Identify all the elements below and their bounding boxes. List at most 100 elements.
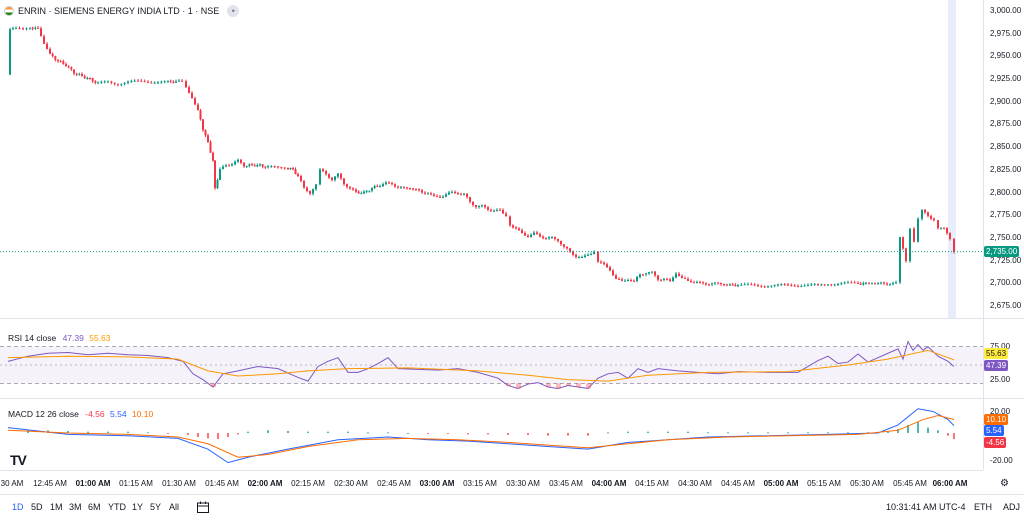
candle-body (59, 61, 62, 63)
candle-body (294, 169, 297, 175)
candle-body (663, 278, 665, 280)
circle-dot-icon[interactable]: • (227, 5, 240, 17)
candle-body (261, 164, 264, 167)
candle-body (763, 286, 766, 288)
time-label: 02:00 AM (247, 479, 283, 488)
range-button-1y[interactable]: 1Y (132, 502, 144, 512)
macd-histogram-bar (447, 433, 449, 434)
candle-body (292, 168, 294, 170)
candle-body (9, 29, 11, 75)
candle-body (216, 179, 219, 189)
candle-body (22, 28, 24, 30)
time-label: 01:30 AM (162, 479, 196, 488)
calendar-range-icon[interactable] (196, 500, 210, 519)
macd-histogram-bar (107, 431, 109, 433)
macd-histogram-bar (407, 433, 409, 434)
macd-histogram-bar (953, 433, 955, 440)
candle-body (899, 237, 901, 283)
candle-body (343, 178, 345, 185)
macd-histogram-bar (227, 433, 229, 438)
candle-body (551, 237, 553, 239)
price-chart[interactable] (0, 0, 983, 318)
range-button-all[interactable]: All (169, 502, 180, 512)
candle-body (660, 279, 662, 281)
range-button-1d[interactable]: 1D (12, 502, 24, 512)
candle-body (496, 209, 498, 211)
candle-body (415, 189, 417, 191)
candle-body (94, 81, 97, 83)
macd-histogram-bar (727, 432, 729, 434)
candle-body (743, 284, 746, 286)
rsi-oversold-fill (556, 383, 561, 389)
range-button-5y[interactable]: 5Y (150, 502, 162, 512)
candle-body (472, 201, 474, 205)
macd-histogram-bar (127, 431, 129, 433)
candle-body (572, 251, 574, 255)
candle-body (83, 76, 86, 79)
candle-body (843, 282, 846, 284)
adjust-toggle[interactable]: ADJ (1003, 502, 1021, 512)
candle-body (702, 282, 704, 284)
candle-body (421, 190, 423, 193)
candle-body (277, 166, 279, 168)
candle-body (597, 252, 599, 262)
candle-body (609, 267, 611, 271)
candle-body (584, 255, 586, 258)
candle-body (147, 81, 149, 83)
candle-body (289, 168, 292, 170)
candle-body (690, 280, 692, 283)
candle-body (62, 61, 65, 65)
macd-pane[interactable]: MACD 12 26 close -4.56 5.54 10.10 TV (0, 398, 983, 468)
candle-body (406, 187, 408, 189)
candle-body (542, 236, 544, 239)
candle-body (270, 166, 273, 168)
clock[interactable]: 10:31:41 AM UTC-4 (886, 502, 966, 512)
candle-body (253, 165, 256, 167)
candle-body (457, 193, 459, 195)
candle-body (433, 194, 435, 197)
candle-body (365, 190, 368, 192)
rsi-legend[interactable]: RSI 14 close 47.39 55.63 (8, 333, 111, 343)
time-label: 03:45 AM (549, 479, 583, 488)
rsi-pane[interactable]: RSI 14 close 47.39 55.63 (0, 332, 983, 398)
tradingview-logo[interactable]: TV (10, 452, 27, 468)
candle-body (67, 66, 70, 68)
candle-body (865, 282, 867, 284)
macd-chart[interactable] (0, 398, 983, 468)
candle-body (927, 212, 929, 216)
candle-body (859, 283, 862, 285)
rsi-oversold-fill (506, 383, 511, 386)
range-button-1m[interactable]: 1M (50, 502, 63, 512)
macd-histogram-bar (647, 431, 649, 433)
range-button-5d[interactable]: 5D (31, 502, 43, 512)
range-button-6m[interactable]: 6M (88, 502, 101, 512)
candle-body (636, 277, 638, 281)
candle-body (357, 191, 360, 194)
macd-legend[interactable]: MACD 12 26 close -4.56 5.54 10.10 (8, 409, 153, 419)
macd-histogram-bar (897, 428, 899, 433)
candle-body (847, 282, 849, 284)
candle-body (312, 189, 314, 194)
macd-tick: 20.00 (990, 407, 1011, 416)
rsi-chart[interactable] (0, 332, 983, 398)
candle-body (352, 188, 354, 190)
price-chart-pane[interactable]: ENRIN · SIEMENS ENERGY INDIA LTD · 1 · N… (0, 0, 983, 318)
candle-body (830, 284, 833, 286)
macd-histogram-bar (347, 431, 349, 433)
candle-body (340, 173, 342, 179)
price-tick: 2,675.00 (990, 301, 1022, 311)
session-toggle[interactable]: ETH (974, 502, 992, 512)
rsi-oversold-fill (546, 383, 551, 387)
range-button-ytd[interactable]: YTD (108, 502, 126, 512)
range-button-3m[interactable]: 3M (69, 502, 82, 512)
candle-body (123, 82, 126, 84)
price-axis[interactable]: 3,000.00 2,975.00 2,950.00 2,925.00 2,900.00… (983, 0, 1024, 470)
candle-body (760, 285, 763, 287)
macd-line (7, 408, 955, 464)
candle-body (905, 248, 907, 261)
symbol-title: ENRIN · SIEMENS ENERGY INDIA LTD · 1 · N… (18, 6, 220, 16)
gear-icon[interactable]: ⚙ (1000, 478, 1009, 489)
symbol-header[interactable]: ENRIN · SIEMENS ENERGY INDIA LTD · 1 · N… (4, 5, 240, 17)
candle-body (130, 80, 133, 82)
time-axis[interactable]: 30 AM 12:45 AM 01:00 AM 01:15 AM 01:30 AM 01:… (0, 470, 983, 495)
